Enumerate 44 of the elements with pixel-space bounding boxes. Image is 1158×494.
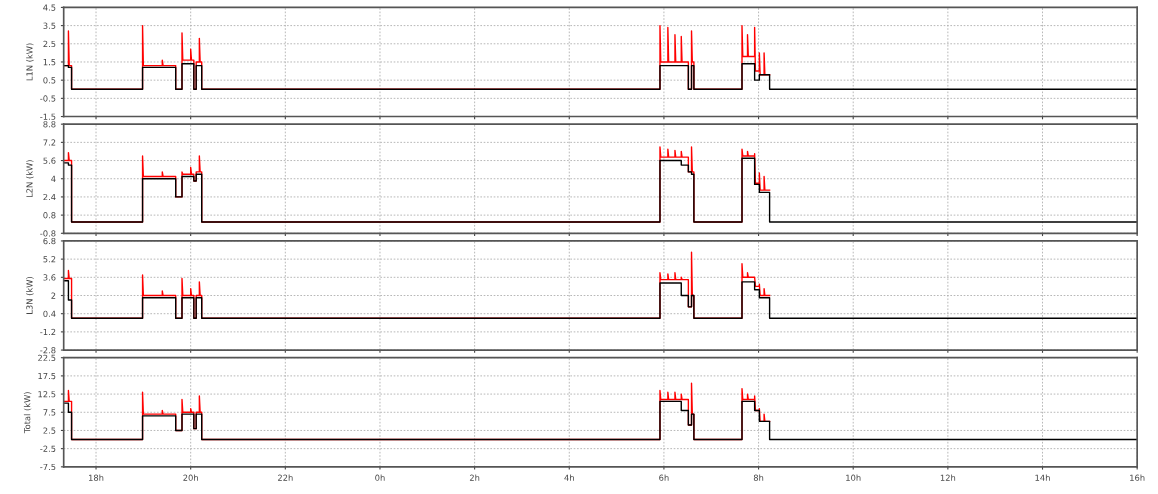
x-tick-label: 6h [659,474,669,481]
y-tick-label: 6.8 [43,237,56,245]
y-tick-label: -2.8 [40,347,56,354]
x-tick-label: 10h [846,474,861,481]
y-tick-label: 2.5 [43,427,56,434]
y-tick-label: 7.5 [43,409,56,416]
y-tick-label: -0.8 [40,230,56,237]
y-axis-title: Total (kW) [23,392,32,434]
y-tick-label: 12.5 [38,391,56,398]
y-tick-label: 17.5 [38,372,56,380]
y-tick-label: 0.4 [43,310,56,317]
x-tick-label: 2h [469,474,480,481]
y-tick-label: 7.2 [43,139,56,146]
x-tick-label: 16h [1130,474,1145,481]
y-tick-label: -0.5 [40,95,56,102]
y-axis-title: L2N (kW) [26,160,34,198]
y-tick-label: 3.6 [43,274,56,281]
y-tick-label: -1.5 [40,113,56,120]
y-tick-label: 1.5 [43,59,56,66]
x-tick-label: 4h [564,474,574,481]
y-tick-label: 0.5 [43,77,56,84]
y-tick-label: 4.5 [43,4,56,11]
x-tick-label: 12h [940,474,956,481]
y-axis-title: L3N (kW) [26,277,34,314]
y-tick-label: 0.8 [43,212,56,219]
y-tick-label: 22.5 [38,354,56,361]
x-tick-label: 22h [277,474,293,481]
y-tick-label: 2 [51,292,56,299]
y-tick-label: 2.5 [43,40,56,48]
y-tick-label: 3.5 [43,22,56,29]
y-tick-label: -7.5 [40,463,56,471]
y-tick-label: 8.8 [43,121,56,128]
y-tick-label: 5.6 [43,157,56,164]
x-tick-label: 20h [183,474,198,481]
y-tick-label: -1.2 [40,328,56,336]
y-axis-title: L1N (kW) [26,43,34,81]
y-tick-label: 5.2 [43,256,56,263]
y-tick-label: 4 [51,175,56,182]
x-tick-label: 8h [753,474,764,481]
x-tick-label: 18h [89,474,104,481]
x-tick-label: 0h [375,474,385,481]
y-tick-label: 2.4 [43,193,56,201]
y-tick-label: -2.5 [40,445,56,452]
x-tick-label: 14h [1035,474,1050,481]
